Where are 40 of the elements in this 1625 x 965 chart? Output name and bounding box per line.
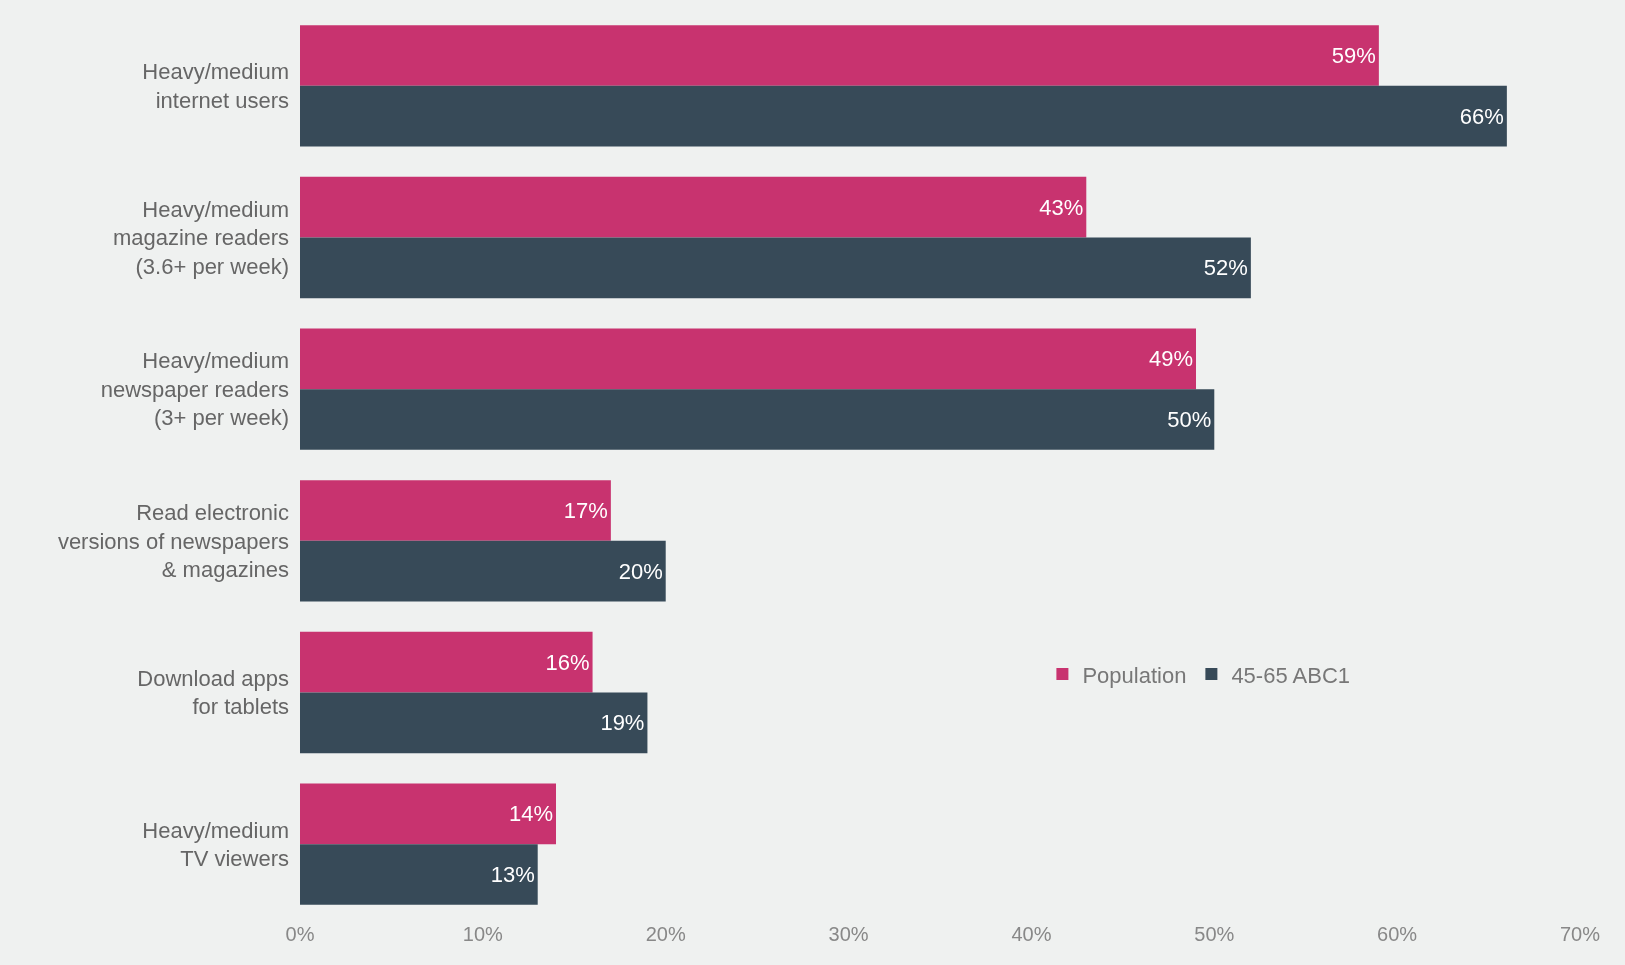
bar: [300, 540, 666, 602]
bar: [300, 176, 1087, 238]
data-label: 13%: [490, 862, 535, 887]
data-label: 16%: [545, 649, 590, 675]
data-label: 43%: [1039, 194, 1084, 220]
data-label: 20%: [618, 558, 663, 584]
data-label: 59%: [1331, 43, 1376, 68]
bar: [300, 237, 1251, 299]
bar: [300, 844, 538, 905]
bar: [300, 692, 648, 754]
data-label: 19%: [600, 710, 645, 736]
y-tick-label: Heavy/medium magazine readers (3.6+ per week): [112, 196, 289, 279]
bar: [300, 389, 1215, 450]
bar: [300, 783, 556, 845]
x-tick-label: 40%: [1011, 923, 1052, 945]
y-tick-label: Heavy/medium internet users: [142, 59, 289, 113]
data-label: 17%: [563, 498, 608, 523]
bar: [300, 328, 1196, 390]
x-tick-label: 60%: [1377, 923, 1418, 945]
x-tick-label: 30%: [828, 923, 869, 945]
y-tick-label: Heavy/medium newspaper readers (3+ per week): [100, 348, 289, 431]
data-label: 52%: [1203, 255, 1248, 281]
bar: [300, 25, 1379, 86]
x-tick-label: 20%: [645, 923, 686, 945]
data-label: 14%: [508, 801, 553, 827]
bar: [300, 631, 593, 693]
legend-label: Population: [1082, 662, 1187, 688]
y-tick-label: Download apps for tablets: [137, 665, 289, 720]
data-label: 49%: [1148, 346, 1193, 372]
bar: [300, 480, 611, 541]
x-tick-label: 10%: [462, 923, 504, 945]
y-tick-label: Heavy/medium TV viewers: [142, 817, 289, 872]
data-label: 66%: [1459, 103, 1504, 129]
bar: [300, 85, 1507, 147]
legend-label: 45-65 ABC1: [1231, 662, 1351, 688]
x-tick-label: 70%: [1559, 923, 1601, 945]
y-tick-label: Read electronic versions of newspapers & magazines: [57, 499, 289, 583]
x-tick-label: 0%: [285, 923, 315, 945]
data-label: 50%: [1167, 407, 1212, 432]
x-tick-label: 50%: [1194, 923, 1235, 945]
